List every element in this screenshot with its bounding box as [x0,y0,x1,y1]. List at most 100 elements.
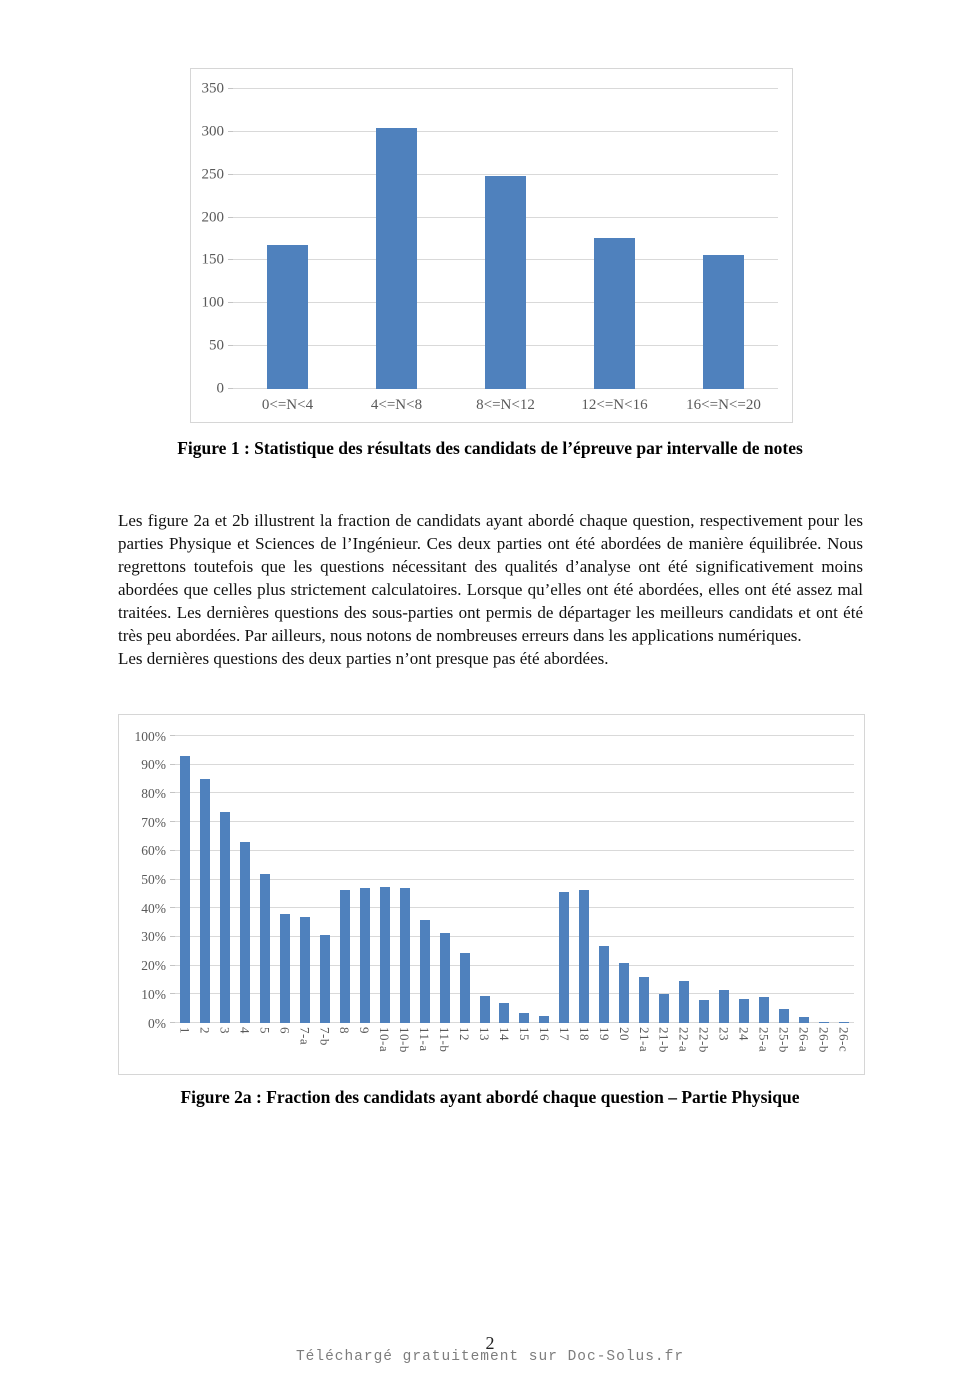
bar-slot [534,736,554,1023]
y-tick-label: 20% [141,957,166,973]
bar [759,997,770,1023]
bar-slot [235,736,255,1023]
y-tick-label: 50 [209,337,224,354]
y-tick-label: 150 [201,251,225,268]
bar-slot [554,736,574,1023]
x-tick-label-text: 22-a [676,1027,692,1053]
bar [484,175,527,389]
x-tick-label-text: 16 [536,1027,552,1041]
y-tick-mark [170,993,175,995]
bar-slot [415,736,435,1023]
gridline [233,130,778,132]
bar-slot [774,736,794,1023]
x-tick-label: 9 [355,1027,375,1075]
x-tick-label: 26-b [814,1027,834,1075]
chart-plot-area: 0% 10% 20% 30% 40% 50% 60% 70% 80% 90% 100% [119,729,854,1029]
x-tick-label: 17 [554,1027,574,1075]
x-tick-label-text: 26-a [796,1027,812,1053]
x-tick-label: 3 [215,1027,235,1075]
x-tick-label: 15 [514,1027,534,1075]
bar [239,842,250,1023]
x-tick-label-text: 25-b [776,1027,792,1053]
bar [599,945,610,1023]
x-tick-label: 14 [495,1027,515,1075]
y-tick-label: 0 [216,380,225,397]
gridline [175,763,854,765]
bar [818,1021,829,1023]
x-tick-label: 1 [175,1027,195,1075]
bar [559,892,570,1023]
x-tick-label: 12 [455,1027,475,1075]
plot-region [233,88,778,389]
x-tick-label: 16<=N<=20 [686,397,761,413]
x-tick-label-text: 15 [516,1027,532,1041]
bar-slot [395,736,415,1023]
x-tick-label-text: 7-b [317,1027,333,1046]
gridline [175,907,854,909]
x-tick-label: 12<=N<16 [581,397,648,413]
bar-slot [669,89,778,389]
y-tick-mark [170,907,175,909]
x-tick-label-text: 25-a [756,1027,772,1053]
x-tick-label-text: 10-b [397,1027,413,1053]
x-tick-label-text: 21-b [656,1027,672,1053]
x-tick-label: 21-a [634,1027,654,1075]
chart-plot-area: 0 50 100 150 200 250 300 350 [191,81,778,396]
y-tick-mark [228,388,233,389]
plot-region [175,735,854,1023]
bar-slot [754,736,774,1023]
x-tick-label: 22-b [694,1027,714,1075]
x-tick-label: 2 [195,1027,215,1075]
bar-slot [175,736,195,1023]
x-tick-label-text: 19 [596,1027,612,1041]
bar-slot [514,736,534,1023]
y-tick-label: 300 [201,123,225,140]
bars-row [233,89,778,389]
gridline [175,821,854,823]
x-tick-label: 24 [734,1027,754,1075]
x-tick-label-text: 10-a [377,1027,393,1053]
figure2a-caption: Figure 2a : Fraction des candidats ayant… [180,1087,800,1107]
x-tick-label: 7-b [315,1027,335,1075]
x-tick-label: 11-b [435,1027,455,1075]
y-tick-mark [228,302,233,304]
y-tick-label: 50% [141,871,166,887]
bar [739,998,750,1023]
y-tick-label: 10% [141,986,166,1002]
bar [619,962,630,1023]
bar-slot [614,736,634,1023]
page-number: 2 [485,1333,495,1353]
x-tick-label: 10-a [375,1027,395,1075]
x-tick-label-text: 20 [616,1027,632,1041]
bar-slot [375,736,395,1023]
y-tick-mark [228,259,233,261]
bar-slot [495,736,515,1023]
x-tick-label-text: 7-a [297,1027,313,1046]
bar [659,994,670,1023]
bar-slot [834,736,854,1023]
bar-slot [634,736,654,1023]
x-tick-label: 4<=N<8 [370,397,423,413]
bar-slot [475,736,495,1023]
bar [499,1002,510,1023]
gridline [175,1022,854,1023]
bar-slot [794,736,814,1023]
y-tick-mark [170,763,175,765]
bar [319,935,330,1023]
x-tick-label-text: 12 [457,1027,473,1041]
x-tick-label: 26-a [794,1027,814,1075]
y-tick-mark [170,878,175,880]
x-tick-label: 5 [255,1027,275,1075]
gridline [175,878,854,880]
bar [699,1000,710,1023]
bar-slot [435,736,455,1023]
x-tick-label-text: 4 [237,1027,253,1034]
x-tick-label: 25-b [774,1027,794,1075]
y-axis-labels: 0% 10% 20% 30% 40% 50% 60% 70% 80% 90% 100% [119,729,175,1029]
bar [639,977,650,1023]
bar-slot [295,736,315,1023]
y-tick-label: 80% [141,785,166,801]
bar-slot [734,736,754,1023]
x-tick-label: 10-b [395,1027,415,1075]
